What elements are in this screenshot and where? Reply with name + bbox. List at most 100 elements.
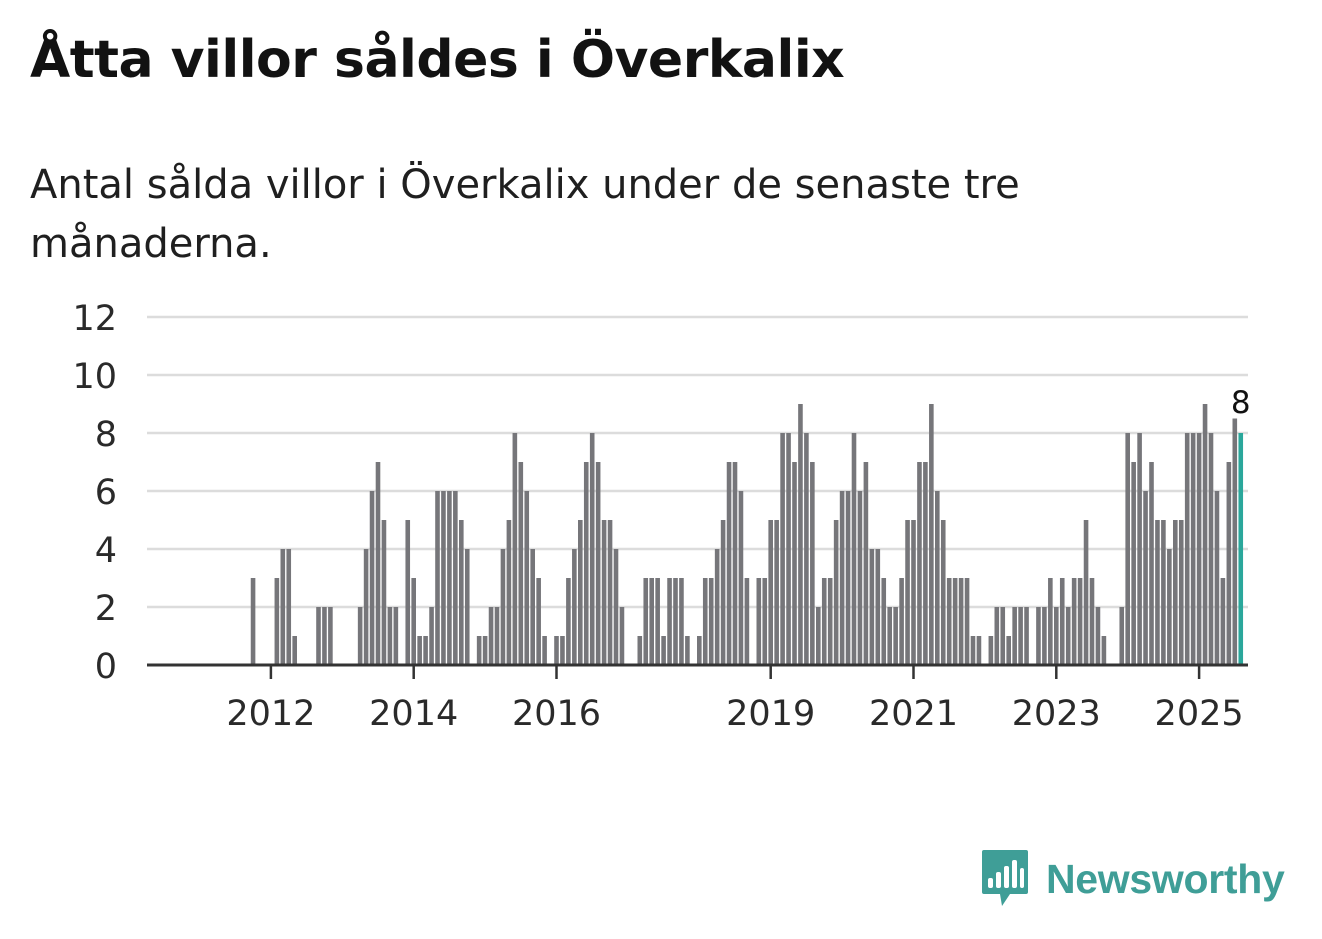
bar: [322, 607, 327, 665]
bar: [500, 549, 506, 665]
bar: [643, 578, 649, 665]
bar: [1208, 433, 1214, 665]
bar: [1083, 520, 1089, 665]
bar: [1149, 462, 1154, 665]
x-tick-label: 2025: [1155, 694, 1244, 734]
bar: [613, 549, 619, 665]
bar: [250, 578, 256, 665]
bar: [946, 578, 952, 665]
bar: [393, 607, 399, 665]
bar: [661, 636, 666, 665]
bar: [1131, 462, 1136, 665]
bar: [589, 433, 595, 665]
bar: [417, 636, 422, 665]
bar: [637, 636, 643, 665]
bar: [1059, 578, 1065, 665]
bar: [1167, 549, 1172, 665]
bar: [714, 549, 720, 665]
bar: [1190, 433, 1196, 665]
bar: [804, 433, 809, 665]
bar: [1095, 607, 1101, 665]
bar: [1173, 520, 1178, 665]
bar: [726, 462, 732, 665]
bar: [583, 462, 589, 665]
bar: [917, 462, 922, 665]
bar: [530, 549, 535, 665]
y-tick-label: 8: [95, 415, 117, 455]
bar: [1226, 462, 1232, 665]
bar: [506, 520, 512, 665]
bar: [958, 578, 964, 665]
bar: [1089, 578, 1095, 665]
bar: [1006, 636, 1011, 665]
bar: [970, 636, 976, 665]
bar: [429, 607, 434, 665]
bar: [875, 549, 881, 665]
bar: [1161, 520, 1166, 665]
highlight-value-label: 8: [1231, 385, 1251, 421]
bar: [1048, 578, 1053, 665]
bar: [494, 607, 500, 665]
bar: [482, 636, 488, 665]
bar: [833, 520, 839, 665]
bar: [935, 491, 940, 665]
bar: [447, 491, 452, 665]
bar: [1054, 607, 1059, 665]
bar: [1119, 607, 1125, 665]
bar: [1024, 607, 1029, 665]
bar: [708, 578, 714, 665]
bar: [899, 578, 904, 665]
bar: [786, 433, 791, 665]
bar: [381, 520, 387, 665]
bar: [667, 578, 672, 665]
bar: [697, 636, 702, 665]
y-tick-label: 2: [95, 589, 117, 629]
chart-grid: [147, 315, 1248, 609]
bar: [619, 607, 625, 665]
x-axis: 2012 2014 2016 2019 2021 2023 2025: [147, 663, 1248, 734]
bar: [459, 520, 464, 665]
bar: [1000, 607, 1006, 665]
bar: [453, 491, 458, 665]
bar: [274, 578, 280, 665]
bar: [738, 491, 744, 665]
bar: [1137, 433, 1142, 665]
bar: [798, 404, 803, 665]
x-tick-label: 2023: [1012, 694, 1101, 734]
bar: [286, 549, 292, 665]
bar: [464, 549, 470, 665]
bar: [536, 578, 541, 665]
bar-highlight: [1238, 433, 1244, 665]
bar: [542, 636, 547, 665]
bar: [524, 491, 530, 665]
bar: [369, 491, 375, 665]
chart-title: Åtta villor såldes i Överkalix: [30, 30, 845, 90]
bar: [1155, 520, 1160, 665]
bar: [929, 404, 934, 665]
y-tick-label: 0: [95, 647, 117, 687]
bar: [387, 607, 393, 665]
bar: [839, 491, 845, 665]
y-tick-label: 6: [95, 473, 117, 513]
bar-chart-icon: [982, 850, 1028, 906]
bar: [964, 578, 970, 665]
bar: [316, 607, 321, 665]
bar: [893, 607, 898, 665]
bar: [1012, 607, 1017, 665]
bar: [1214, 491, 1220, 665]
x-tick-label: 2021: [869, 694, 958, 734]
bar: [1101, 636, 1107, 665]
bar: [774, 520, 779, 665]
bar: [607, 520, 613, 665]
bar: [578, 520, 583, 665]
bar-chart: 0 2 4 6 8 10 12 8 2012 2014 2016 2019 2021 2023 2025: [72, 299, 1251, 734]
bar: [411, 578, 416, 665]
bar: [566, 578, 571, 665]
bar: [1184, 433, 1190, 665]
bar: [952, 578, 958, 665]
newsworthy-logo: Newsworthy: [980, 848, 1285, 910]
bar: [851, 433, 857, 665]
bar: [649, 578, 654, 665]
bar: [994, 607, 1000, 665]
bar: [292, 636, 297, 665]
